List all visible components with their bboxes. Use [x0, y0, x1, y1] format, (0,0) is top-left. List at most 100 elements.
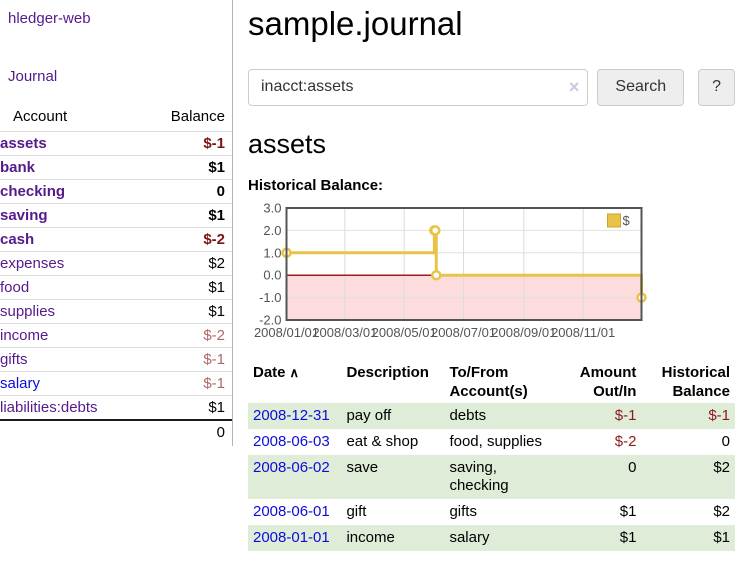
account-balance: $2	[131, 251, 232, 276]
account-balance: 0	[131, 179, 232, 204]
account-balance: $-1	[131, 347, 232, 372]
account-balance: $1	[131, 299, 232, 324]
transaction-amount: $1	[619, 502, 637, 520]
transaction-amount: 0	[628, 458, 637, 476]
table-row: liabilities:debts $1	[0, 395, 232, 420]
transaction-date-link[interactable]: 2008-06-01	[253, 502, 330, 520]
description-column-header: Description	[346, 363, 429, 381]
page-title: sample.journal	[248, 5, 463, 42]
historical-balance-chart: $3.0 2.0 1.0 0.0 -1.0 -2.02008/01/012008/03/0…	[254, 203, 647, 340]
date-column-header[interactable]: Date ∧	[253, 363, 300, 381]
transaction-balance: $2	[713, 502, 730, 520]
amount-column-header: Amount Out/In	[579, 363, 637, 400]
account-balance: $-1	[131, 131, 232, 156]
clear-search-icon[interactable]: ×	[568, 76, 580, 97]
sidebar-item-food[interactable]: food	[0, 279, 30, 296]
svg-text:2008/07/01: 2008/07/01	[431, 325, 496, 340]
transaction-accounts: salary	[449, 528, 490, 546]
table-row: food $1	[0, 275, 232, 300]
table-row: salary $-1	[0, 371, 232, 396]
table-row: saving $1	[0, 203, 232, 228]
table-row: income $-2	[0, 323, 232, 348]
sidebar-item-saving[interactable]: saving	[0, 207, 48, 224]
sidebar-item-salary[interactable]: salary	[0, 375, 41, 392]
transaction-balance: $1	[713, 528, 730, 546]
table-row: supplies $1	[0, 299, 232, 324]
account-heading: assets	[248, 128, 327, 159]
transaction-date-link[interactable]: 2008-06-02	[253, 458, 330, 476]
transaction-amount: $1	[619, 528, 637, 546]
transaction-description: gift	[346, 502, 367, 520]
main-content: sample.journal × Search ? assets Histori…	[233, 0, 742, 551]
transaction-description: eat & shop	[346, 432, 419, 450]
svg-text:-2.0: -2.0	[259, 312, 281, 327]
register-header-row: Date ∧ Description To/From Account(s) Amou…	[248, 361, 735, 403]
transaction-balance: 0	[721, 432, 730, 450]
transaction-balance: $-1	[708, 406, 730, 424]
transaction-accounts: debts	[449, 406, 487, 424]
sidebar-item-liabilities-debts[interactable]: liabilities:debts	[0, 399, 98, 416]
table-row: cash $-2	[0, 227, 232, 252]
sidebar-item-bank[interactable]: bank	[0, 159, 36, 176]
table-row: 2008-12-31 pay off debts $-1 $-1	[248, 402, 735, 429]
table-row: expenses $2	[0, 251, 232, 276]
svg-text:0.0: 0.0	[263, 268, 281, 283]
sidebar-item-gifts[interactable]: gifts	[0, 351, 28, 368]
svg-text:3.0: 3.0	[263, 203, 281, 216]
transaction-description: save	[346, 458, 379, 476]
table-row: 2008-06-01 gift gifts $1 $2	[248, 499, 735, 525]
transaction-accounts: gifts	[449, 502, 477, 520]
transaction-description: pay off	[346, 406, 392, 424]
table-row: 2008-06-02 save saving, checking 0 $2	[248, 454, 735, 499]
balance-column-header: Balance	[170, 108, 225, 125]
transaction-balance: $2	[713, 458, 730, 476]
account-balance: $1	[131, 395, 232, 420]
svg-text:1.0: 1.0	[263, 245, 281, 260]
transaction-date-link[interactable]: 2008-06-03	[253, 432, 330, 450]
search-input[interactable]	[248, 68, 589, 106]
help-button[interactable]: ?	[698, 68, 735, 106]
sidebar-item-journal[interactable]: Journal	[8, 68, 58, 85]
transaction-accounts: saving, checking	[449, 458, 509, 494]
table-row: bank $1	[0, 155, 232, 180]
table-row: 2008-01-01 income salary $1 $1	[248, 524, 735, 551]
search-form: × Search ?	[248, 68, 735, 106]
transaction-amount: $-2	[614, 432, 637, 450]
table-row: assets $-1	[0, 131, 232, 156]
svg-text:2008/09/01: 2008/09/01	[491, 325, 556, 340]
svg-text:2008/05/01: 2008/05/01	[372, 325, 437, 340]
brand-link[interactable]: hledger-web	[8, 10, 91, 27]
register-table: Date ∧ Description To/From Account(s) Amou…	[248, 361, 735, 551]
account-balance: $-1	[131, 371, 232, 396]
account-balance: $1	[131, 203, 232, 228]
account-balance: $-2	[131, 227, 232, 252]
table-row: checking 0	[0, 179, 232, 204]
search-button[interactable]: Search	[597, 68, 685, 106]
accounts-column-header: To/From Account(s)	[449, 363, 528, 400]
svg-text:2.0: 2.0	[263, 223, 281, 238]
sidebar-item-assets[interactable]: assets	[0, 135, 47, 152]
transaction-description: income	[346, 528, 395, 546]
account-balance: $-2	[131, 323, 232, 348]
balance-column-header: Historical Balance	[661, 363, 730, 400]
accounts-balance-table: Account Balance assets $-1 bank $1 check…	[0, 104, 232, 444]
accounts-total-row: 0	[0, 419, 232, 444]
table-row: 2008-06-03 eat & shop food, supplies $-2…	[248, 429, 735, 455]
svg-text:2008/03/01: 2008/03/01	[312, 325, 377, 340]
transaction-accounts: food, supplies	[449, 432, 543, 450]
page: hledger-web Journal Account Balance asse…	[0, 0, 742, 551]
transaction-amount: $-1	[614, 406, 637, 424]
accounts-column-header: Account	[13, 108, 68, 125]
sidebar-item-supplies[interactable]: supplies	[0, 303, 56, 320]
sort-ascending-icon: ∧	[289, 364, 300, 380]
svg-text:-1.0: -1.0	[259, 290, 281, 305]
accounts-total-value: 0	[131, 419, 232, 444]
transaction-date-link[interactable]: 2008-01-01	[253, 528, 330, 546]
sidebar-item-checking[interactable]: checking	[0, 183, 66, 200]
sidebar-item-expenses[interactable]: expenses	[0, 255, 65, 272]
sidebar: hledger-web Journal Account Balance asse…	[0, 0, 233, 446]
table-row: gifts $-1	[0, 347, 232, 372]
sidebar-item-income[interactable]: income	[0, 327, 49, 344]
transaction-date-link[interactable]: 2008-12-31	[253, 406, 330, 424]
sidebar-item-cash[interactable]: cash	[0, 231, 35, 248]
